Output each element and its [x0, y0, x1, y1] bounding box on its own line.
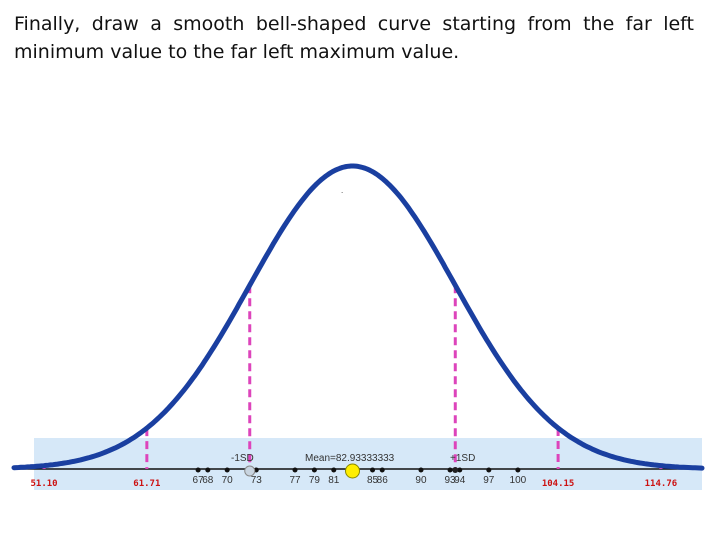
tick-label: 97	[483, 475, 495, 486]
number-line-point	[515, 467, 521, 473]
number-line-point	[195, 467, 201, 473]
sd-value-label: 61.71	[133, 479, 160, 489]
mean-point	[345, 463, 361, 479]
number-line-point	[457, 467, 463, 473]
number-line-point	[331, 467, 337, 473]
plus-sd-label: +1SD	[450, 453, 475, 464]
tick-label: 68	[202, 475, 214, 486]
number-line-point	[311, 467, 317, 473]
number-line-point	[205, 467, 211, 473]
plus-sd-point	[452, 467, 459, 473]
number-line-point	[292, 467, 298, 473]
tick-label: 73	[251, 475, 263, 486]
sd-value-label: 114.76	[645, 479, 678, 489]
sd-value-label: 104.15	[542, 479, 575, 489]
number-line-point	[486, 467, 492, 473]
bell-curve	[11, 163, 705, 471]
tick-label: 86	[377, 475, 389, 486]
minus-sd-point	[244, 465, 256, 477]
number-line-point	[224, 467, 230, 473]
number-line-point	[379, 467, 385, 473]
tick-label: 90	[415, 475, 427, 486]
number-line-point	[370, 467, 376, 473]
tick-label: 93	[444, 475, 456, 486]
mean-label: Mean=82.93333333	[305, 453, 395, 464]
tick-label: 79	[309, 475, 321, 486]
tick-label: 67	[193, 475, 205, 486]
number-line-point	[418, 467, 424, 473]
tick-label: 100	[510, 475, 527, 486]
curve-peak-dot: .	[341, 186, 343, 195]
instruction-text: Finally, draw a smooth bell-shaped curve…	[14, 13, 694, 63]
tick-label: 94	[454, 475, 466, 486]
minus-sd-label: -1SD	[231, 453, 254, 464]
tick-label: 70	[222, 475, 234, 486]
tick-label: 81	[328, 475, 340, 486]
tick-label: 85	[367, 475, 379, 486]
number-line-point	[447, 467, 453, 473]
tick-label: 77	[289, 475, 301, 486]
sd-value-label: 51.10	[30, 479, 57, 489]
